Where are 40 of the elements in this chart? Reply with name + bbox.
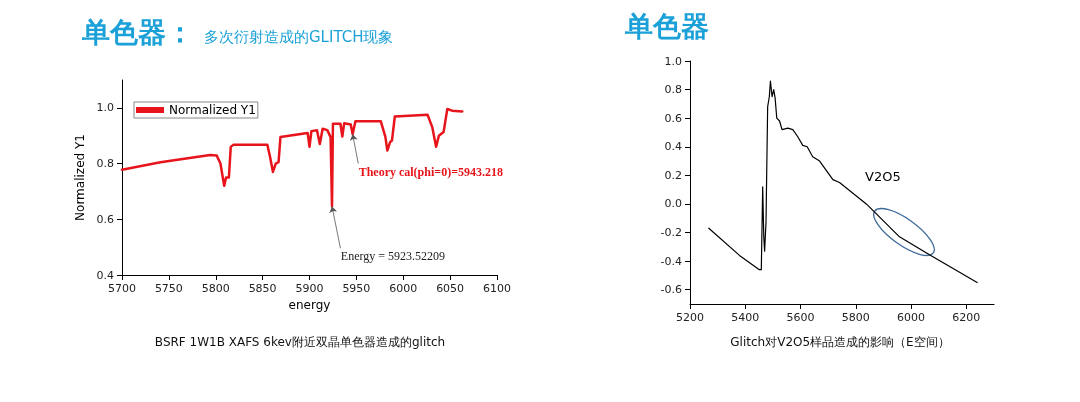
- chart-title: 单色器: [625, 10, 709, 43]
- y-tick-label: -0.2: [660, 226, 682, 240]
- y-tick-label: 0.8: [96, 157, 114, 171]
- x-tick-label: 5850: [248, 282, 277, 295]
- x-tick-label: 5950: [342, 282, 371, 295]
- y-tick-label: -0.6: [660, 283, 682, 297]
- y-tick-label: -0.4: [660, 254, 682, 268]
- text: BSRF 1W1B XAFS 6kev附近双晶单色器造成的glitch: [153, 334, 447, 351]
- series-label: V2O5: [865, 169, 901, 184]
- y-tick-label: 0.0: [664, 197, 682, 211]
- y-tick-label: 0.2: [664, 168, 682, 182]
- annotation: Energy = 5923.52209: [340, 249, 446, 264]
- chart-title: 单色器：: [82, 16, 194, 49]
- x-tick-label: 6000: [389, 282, 418, 295]
- x-tick-label: 6200: [952, 311, 981, 324]
- x-tick-label: 5800: [841, 311, 870, 324]
- line-series: [708, 80, 978, 284]
- y-axis-title: Normalized Y1: [72, 134, 87, 221]
- y-tick-label: 1.0: [96, 101, 114, 115]
- x-tick-label: 6000: [897, 311, 926, 324]
- x-axis-title: energy: [288, 298, 331, 312]
- annotation: Theory cal(phi=0)=5943.218: [358, 164, 503, 179]
- chart-subtitle: 多次衍射造成的GLITCH现象: [204, 28, 394, 46]
- y-tick-label: 0.8: [664, 83, 682, 97]
- y-tick-label: 0.6: [664, 111, 682, 125]
- x-tick-label: 6100: [483, 282, 511, 295]
- y-tick-label: 1.0: [664, 54, 682, 68]
- y-tick-label: 0.4: [96, 268, 114, 282]
- y-tick-label: 0.4: [664, 140, 682, 154]
- text: Glitch对V2O5样品造成的影响（E空间）: [729, 334, 951, 351]
- x-tick-label: 5750: [154, 282, 183, 295]
- x-tick-label: 5400: [731, 311, 760, 324]
- legend-label: Normalized Y1: [169, 103, 256, 117]
- x-tick-label: 5200: [676, 311, 704, 324]
- x-tick-label: 5800: [201, 282, 230, 295]
- x-tick-label: 5700: [108, 282, 136, 295]
- y-tick-label: 0.6: [96, 212, 114, 226]
- x-tick-label: 6050: [436, 282, 465, 295]
- x-tick-label: 5600: [786, 311, 815, 324]
- x-tick-label: 5900: [295, 282, 324, 295]
